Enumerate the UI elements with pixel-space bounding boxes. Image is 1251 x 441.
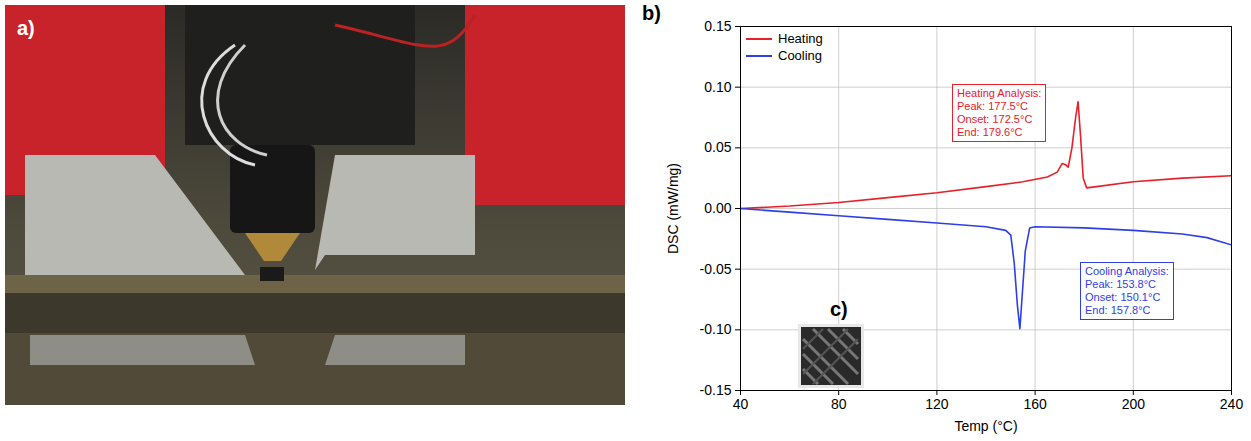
- svg-text:Temp (°C): Temp (°C): [954, 418, 1017, 434]
- html-text:Cooling: Cooling: [778, 48, 823, 63]
- html-text:End: 157.8°C: End: 157.8°C: [1085, 304, 1151, 316]
- html-text:Peak: 177.5°C: Peak: 177.5°C: [957, 100, 1029, 112]
- svg-text:0.10: 0.10: [704, 79, 731, 95]
- html-text:b): b): [642, 2, 661, 24]
- svg-text:DSC (mW/mg): DSC (mW/mg): [665, 163, 681, 254]
- svg-text:120: 120: [925, 396, 949, 412]
- html-text:Peak: 153.8°C: Peak: 153.8°C: [1085, 278, 1157, 290]
- html-text:End: 179.6°C: End: 179.6°C: [957, 126, 1023, 138]
- html-text:Onset: 172.5°C: Onset: 172.5°C: [957, 113, 1033, 125]
- html-text:Cooling Analysis:: Cooling Analysis:: [1085, 265, 1169, 277]
- svg-text:-0.15: -0.15: [700, 382, 732, 398]
- svg-text:80: 80: [831, 396, 847, 412]
- svg-text:200: 200: [1122, 396, 1146, 412]
- svg-text:-0.05: -0.05: [700, 261, 732, 277]
- svg-text:40: 40: [733, 396, 749, 412]
- svg-text:-0.10: -0.10: [700, 321, 732, 337]
- html-text:Heating: Heating: [778, 31, 823, 46]
- svg-text:0.15: 0.15: [704, 18, 731, 34]
- html-text:Heating Analysis:: Heating Analysis:: [957, 87, 1042, 99]
- html-text:Onset: 150.1°C: Onset: 150.1°C: [1085, 291, 1161, 303]
- html-text:c): c): [830, 298, 848, 320]
- html-text:a): a): [17, 17, 35, 39]
- svg-text:240: 240: [1220, 396, 1244, 412]
- svg-text:0.05: 0.05: [704, 139, 731, 155]
- svg-text:160: 160: [1023, 396, 1047, 412]
- svg-text:0.00: 0.00: [704, 200, 731, 216]
